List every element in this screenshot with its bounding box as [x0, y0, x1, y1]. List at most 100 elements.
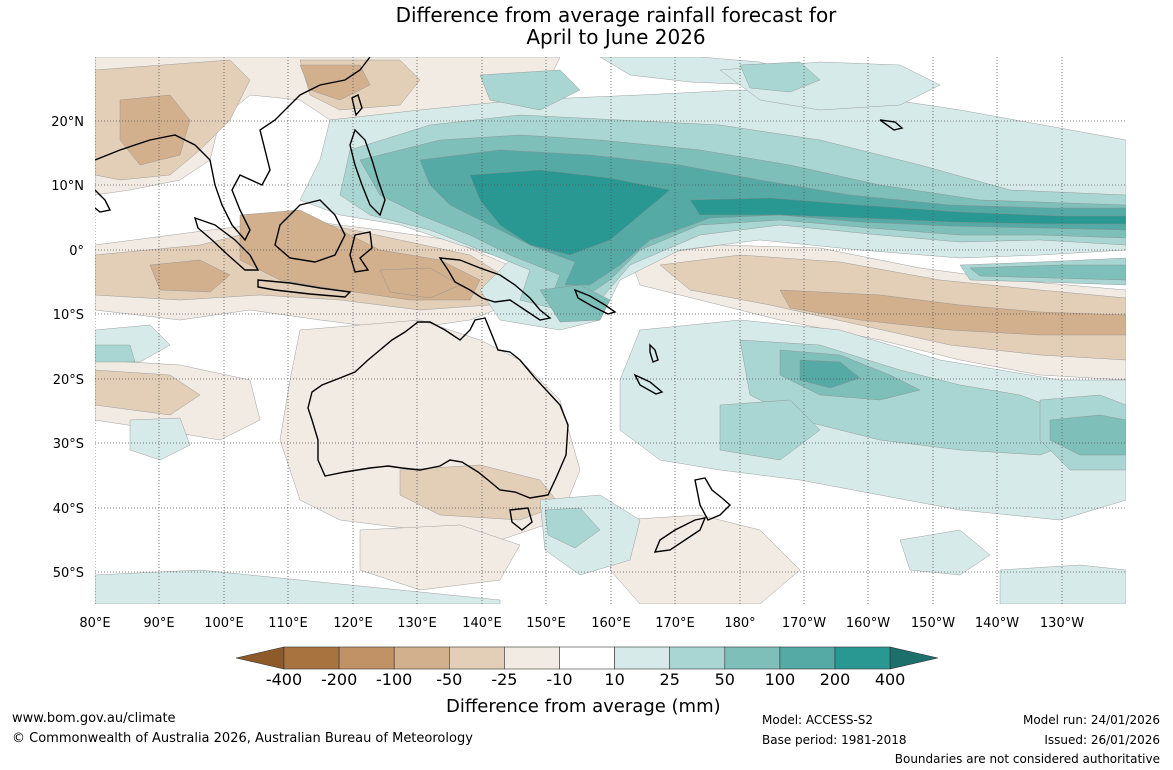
dry-region [95, 369, 201, 416]
taiwan-coastline [351, 94, 363, 117]
colorbar-segment [559, 646, 615, 670]
colorbar-segment [834, 646, 891, 670]
title-line-2: April to June 2026 [526, 25, 706, 49]
wet-region [1049, 414, 1126, 456]
colorbar-tick-label: 400 [874, 670, 906, 689]
wet-region [799, 359, 861, 389]
longitude-label: 130°W [1040, 616, 1084, 631]
longitude-label: 130°E [397, 616, 437, 631]
model-name: Model: ACCESS-S2 [762, 713, 874, 727]
new-zealand-south-coastline [653, 517, 707, 553]
vanuatu-coastline [649, 343, 659, 363]
latitude-labels: 20°N 10°N 0° 10°S 20°S 30°S 40°S 50°S [51, 115, 84, 581]
longitude-label: 170°E [655, 616, 695, 631]
wet-region [999, 564, 1126, 604]
sumatra-coastline [193, 216, 260, 271]
colorbar-segment [614, 646, 670, 670]
title-line-1: Difference from average rainfall forecas… [395, 3, 837, 27]
longitude-label: 170°W [782, 616, 826, 631]
philippines-coastline [349, 128, 386, 217]
colorbar-tick-label: 200 [819, 670, 851, 689]
colorbar-tick-label: 50 [714, 670, 735, 689]
longitude-label: 110°E [268, 616, 308, 631]
colorbar-segment [393, 646, 450, 670]
latitude-label: 10°S [53, 308, 84, 323]
colorbar-tick-label: 25 [659, 670, 680, 689]
dry-region [359, 524, 521, 591]
wet-region [689, 197, 1126, 225]
mainland-asia-coastline [95, 57, 371, 242]
colorbar-segment [283, 646, 340, 670]
map-title: Difference from average rainfall forecas… [0, 4, 1173, 48]
colorbar-tick-label: -10 [546, 670, 573, 689]
longitude-label: 180° [724, 616, 755, 631]
wet-region [544, 507, 601, 549]
australia-coastline [307, 317, 569, 499]
solomon-islands-coastline [573, 288, 617, 315]
latitude-label: 30°S [53, 437, 84, 452]
wet-region [469, 169, 671, 256]
borneo-coastline [274, 199, 346, 263]
colorbar [235, 646, 939, 670]
base-period: Base period: 1981-2018 [762, 733, 907, 747]
longitude-labels: 80°E 90°E 100°E 110°E 120°E 130°E 140°E 150°E 16… [79, 616, 1084, 631]
issued-date: Issued: 26/01/2026 [1044, 733, 1160, 747]
colorbar-tick-label: -50 [436, 670, 463, 689]
latitude-label: 20°S [53, 373, 84, 388]
colorbar-tick-label: 100 [764, 670, 796, 689]
longitude-label: 140°W [975, 616, 1019, 631]
map-gridlines [95, 57, 1126, 604]
colorbar-tick-label: 10 [604, 670, 625, 689]
colorbar-tick-label: -200 [320, 670, 358, 689]
wet-region [539, 284, 611, 323]
colorbar-tick-label: -25 [491, 670, 518, 689]
dry-region [609, 514, 801, 604]
wet-region [479, 69, 581, 111]
colorbar-segment [779, 646, 836, 670]
longitude-label: 150°E [526, 616, 566, 631]
colorbar-title: Difference from average (mm) [446, 696, 721, 717]
boundaries-disclaimer: Boundaries are not considered authoritat… [894, 752, 1160, 766]
longitude-label: 90°E [143, 616, 174, 631]
wet-region [719, 399, 821, 461]
wet-region [899, 529, 991, 576]
colorbar-segment [669, 646, 726, 670]
dry-region [149, 259, 231, 293]
colorbar-tick-label: -100 [376, 670, 413, 689]
longitude-label: 160°E [591, 616, 631, 631]
latitude-label: 0° [69, 244, 84, 259]
wet-region [129, 417, 191, 461]
new-caledonia-coastline [633, 373, 664, 395]
colorbar-segment [338, 646, 395, 670]
new-guinea-coastline [438, 257, 552, 321]
website-link[interactable]: www.bom.gov.au/climate [12, 711, 176, 726]
wet-region [739, 61, 821, 93]
dry-region [379, 267, 461, 299]
coastlines [95, 57, 904, 553]
colorbar-min-extension [235, 646, 285, 670]
dry-region [779, 289, 1126, 336]
longitude-label: 140°E [462, 616, 502, 631]
hawaii-coastline [879, 119, 904, 131]
longitude-label: 160°W [846, 616, 890, 631]
latitude-label: 20°N [51, 115, 84, 130]
longitude-label: 80°E [79, 616, 110, 631]
colorbar-tick-label: -400 [265, 670, 303, 689]
rainfall-anomaly-fields [95, 57, 1126, 604]
wet-region [95, 344, 136, 363]
colorbar-segment [724, 646, 781, 670]
new-zealand-north-coastline [694, 477, 732, 521]
java-coastline [257, 279, 352, 298]
latitude-label: 40°S [53, 502, 84, 517]
copyright-text: © Commonwealth of Australia 2026, Austra… [12, 731, 473, 746]
longitude-label: 100°E [204, 616, 244, 631]
tasmania-coastline [509, 507, 533, 531]
colorbar-segment [448, 646, 505, 670]
longitude-label: 150°W [911, 616, 955, 631]
wet-region [969, 264, 1126, 281]
dry-region [399, 464, 561, 521]
colorbar-max-extension [889, 646, 939, 670]
longitude-label: 120°E [333, 616, 373, 631]
wet-region [95, 569, 501, 604]
